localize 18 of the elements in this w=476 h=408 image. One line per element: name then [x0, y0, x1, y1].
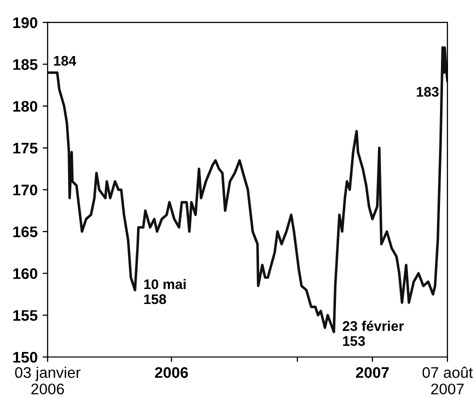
annotation: 184 [54, 56, 76, 66]
x-tick-label: 2006 [155, 367, 188, 378]
annotation: 10 mai 158 [144, 278, 186, 304]
y-tick-label: 185 [13, 59, 38, 70]
x-tick-label: 07 août 2007 [422, 366, 473, 394]
annotation: 183 [416, 86, 439, 97]
y-tick-label: 190 [13, 17, 38, 28]
x-tick-label: 2007 [356, 367, 389, 378]
y-tick-label: 175 [13, 142, 38, 154]
y-tick-label: 170 [13, 184, 38, 196]
y-tick-label: 155 [13, 310, 38, 321]
annotation: 23 février 153 [342, 320, 404, 346]
y-tick-label: 165 [13, 226, 38, 238]
y-tick-label: 180 [13, 100, 38, 112]
x-tick-label: 03 janvier 2006 [15, 366, 80, 394]
y-tick-label: 150 [13, 352, 38, 363]
y-tick-label: 160 [13, 268, 38, 280]
line-series [48, 46, 448, 334]
